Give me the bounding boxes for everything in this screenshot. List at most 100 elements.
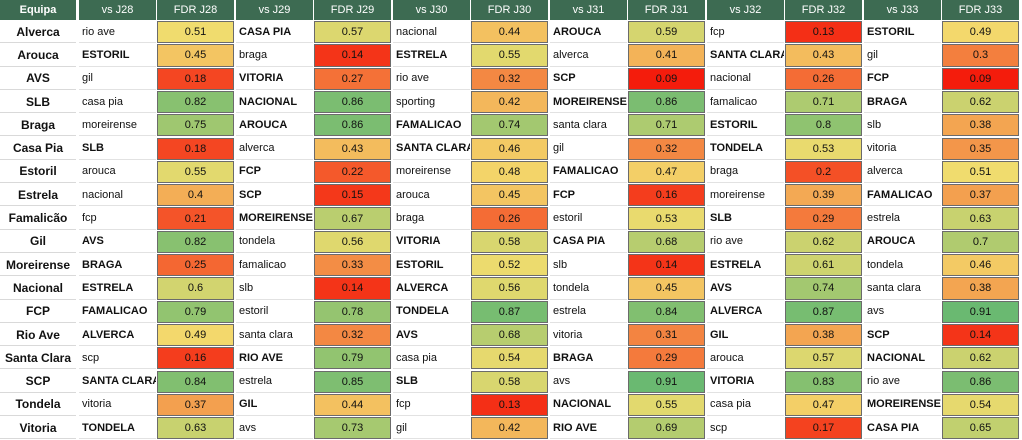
fdr-cell: 0.39 — [785, 184, 862, 207]
team-cell: Rio Ave — [0, 323, 76, 347]
opponent-cell: braga — [707, 161, 784, 184]
header-vs-32: vs J32 — [707, 0, 784, 20]
team-cell: Estoril — [0, 160, 76, 184]
header-vs-31: vs J31 — [550, 0, 627, 20]
header-fdr-28: FDR J28 — [157, 0, 234, 20]
fdr-cell: 0.54 — [942, 393, 1019, 417]
fdr-cell: 0.09 — [942, 67, 1019, 90]
opponent-cell: nacional — [79, 184, 156, 207]
fdr-cell: 0.16 — [157, 347, 234, 370]
team-cell: Arouca — [0, 44, 76, 67]
fdr-cell: 0.67 — [314, 207, 391, 230]
opponent-cell: SCP — [236, 184, 313, 207]
opponent-cell: TONDELA — [393, 301, 470, 323]
fdr-cell: 0.59 — [628, 21, 705, 44]
fdr-cell: 0.6 — [157, 277, 234, 300]
opponent-cell: alverca — [864, 161, 941, 184]
opponent-cell: FCP — [236, 161, 313, 184]
opponent-cell: MOREIRENSE — [864, 394, 941, 417]
opponent-cell: ESTORIL — [864, 21, 941, 44]
fdr-cell: 0.48 — [471, 160, 548, 184]
opponent-cell: famalicao — [707, 91, 784, 114]
opponent-cell: alverca — [236, 138, 313, 160]
opponent-cell: SLB — [79, 138, 156, 160]
team-cell: Moreirense — [0, 254, 76, 277]
fdr-cell: 0.37 — [942, 184, 1019, 207]
fdr-cell: 0.15 — [314, 184, 391, 207]
team-cell: FCP — [0, 300, 76, 323]
fdr-cell: 0.86 — [628, 90, 705, 114]
fdr-cell: 0.13 — [785, 21, 862, 44]
opponent-cell: avs — [864, 301, 941, 323]
opponent-cell: famalicao — [236, 254, 313, 277]
opponent-cell: ESTORIL — [79, 44, 156, 67]
opponent-cell: avs — [236, 417, 313, 440]
fdr-cell: 0.29 — [628, 347, 705, 370]
header-vs-33: vs J33 — [864, 0, 941, 20]
team-cell: Braga — [0, 114, 76, 137]
opponent-cell: VITORIA — [393, 231, 470, 253]
opponent-cell: ESTORIL — [707, 114, 784, 137]
opponent-cell: scp — [79, 347, 156, 370]
opponent-cell: FAMALICAO — [79, 301, 156, 323]
opponent-cell: NACIONAL — [864, 347, 941, 370]
opponent-cell: slb — [236, 277, 313, 300]
fdr-cell: 0.74 — [471, 114, 548, 137]
opponent-cell: estoril — [236, 301, 313, 323]
fdr-cell: 0.56 — [314, 230, 391, 253]
fdr-cell: 0.62 — [785, 230, 862, 253]
opponent-cell: CASA PIA — [550, 231, 627, 253]
opponent-cell: AVS — [393, 324, 470, 347]
opponent-cell: gil — [79, 68, 156, 90]
team-cell: SLB — [0, 90, 76, 114]
fdr-cell: 0.82 — [157, 90, 234, 114]
opponent-cell: sporting — [393, 91, 470, 114]
fdr-cell: 0.63 — [942, 207, 1019, 230]
opponent-cell: estoril — [550, 207, 627, 230]
team-cell: Tondela — [0, 393, 76, 417]
team-cell: SCP — [0, 370, 76, 393]
header-fdr-32: FDR J32 — [785, 0, 862, 20]
fdr-cell: 0.49 — [942, 21, 1019, 44]
opponent-cell: SCP — [864, 324, 941, 347]
fdr-cell: 0.91 — [628, 370, 705, 393]
fdr-cell: 0.56 — [471, 277, 548, 300]
fdr-cell: 0.35 — [942, 137, 1019, 160]
opponent-cell: AVS — [79, 231, 156, 253]
opponent-cell: casa pia — [393, 347, 470, 370]
opponent-cell: VITORIA — [236, 68, 313, 90]
opponent-cell: tondela — [550, 277, 627, 300]
fdr-cell: 0.57 — [314, 21, 391, 44]
team-cell: Estrela — [0, 184, 76, 207]
fdr-cell: 0.55 — [157, 160, 234, 184]
fdr-cell: 0.61 — [785, 254, 862, 277]
fdr-cell: 0.46 — [471, 137, 548, 160]
fdr-cell: 0.51 — [942, 160, 1019, 184]
fdr-cell: 0.47 — [785, 393, 862, 417]
fdr-cell: 0.25 — [157, 254, 234, 277]
opponent-cell: santa clara — [236, 324, 313, 347]
fdr-cell: 0.32 — [628, 137, 705, 160]
fdr-cell: 0.86 — [942, 370, 1019, 393]
team-cell: Famalicão — [0, 207, 76, 230]
fdr-cell: 0.69 — [628, 417, 705, 440]
opponent-cell: vitoria — [864, 138, 941, 160]
opponent-cell: casa pia — [79, 91, 156, 114]
fdr-cell: 0.45 — [471, 184, 548, 207]
opponent-cell: MOREIRENSE — [550, 91, 627, 114]
opponent-cell: SLB — [393, 371, 470, 393]
fdr-cell: 0.09 — [628, 67, 705, 90]
opponent-cell: VITORIA — [707, 371, 784, 393]
fdr-cell: 0.82 — [157, 230, 234, 253]
fdr-cell: 0.49 — [157, 323, 234, 347]
fdr-cell: 0.53 — [628, 207, 705, 230]
fdr-cell: 0.14 — [942, 323, 1019, 347]
opponent-cell: fcp — [79, 207, 156, 230]
opponent-cell: BRAGA — [550, 347, 627, 370]
fdr-cell: 0.45 — [628, 277, 705, 300]
fdr-cell: 0.3 — [942, 44, 1019, 67]
opponent-cell: tondela — [864, 254, 941, 277]
opponent-cell: FCP — [864, 68, 941, 90]
fdr-cell: 0.86 — [314, 114, 391, 137]
opponent-cell: rio ave — [393, 68, 470, 90]
